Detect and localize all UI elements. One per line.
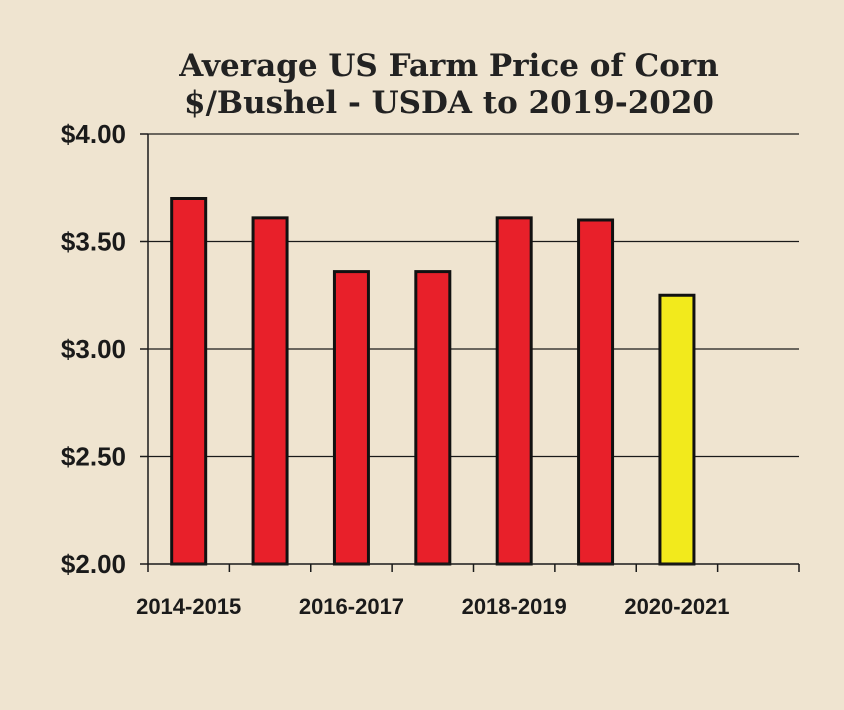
bar-2015-2016 [251,216,289,566]
x-tick-label: 2018-2019 [462,594,567,619]
chart-subtitle: $/Bushel - USDA to 2019-2020 [184,85,714,121]
bar-2017-2018 [414,270,452,566]
y-tick-label: $3.50 [61,227,126,257]
chart-title: Average US Farm Price of Corn [178,48,719,84]
bar-2020-2021 [658,293,696,566]
bar-2019-2020 [577,218,615,566]
bar-2014-2015 [170,197,208,566]
x-tick-label: 2014-2015 [136,594,241,619]
bars [170,197,696,566]
y-tick-label: $2.50 [61,442,126,472]
gridlines [148,133,799,458]
y-tick-label: $2.00 [61,549,126,579]
bar-2018-2019 [495,216,533,566]
bar-2016-2017 [332,270,370,566]
y-tick-labels: $2.00 $2.50 $3.00 $3.50 $4.00 [61,119,126,579]
x-tick-label: 2020-2021 [624,594,729,619]
x-tick-labels: 2014-2015 2016-2017 2018-2019 2020-2021 [136,594,729,619]
y-tick-label: $4.00 [61,119,126,149]
axes [140,133,800,572]
x-tick-label: 2016-2017 [299,594,404,619]
y-tick-label: $3.00 [61,334,126,364]
